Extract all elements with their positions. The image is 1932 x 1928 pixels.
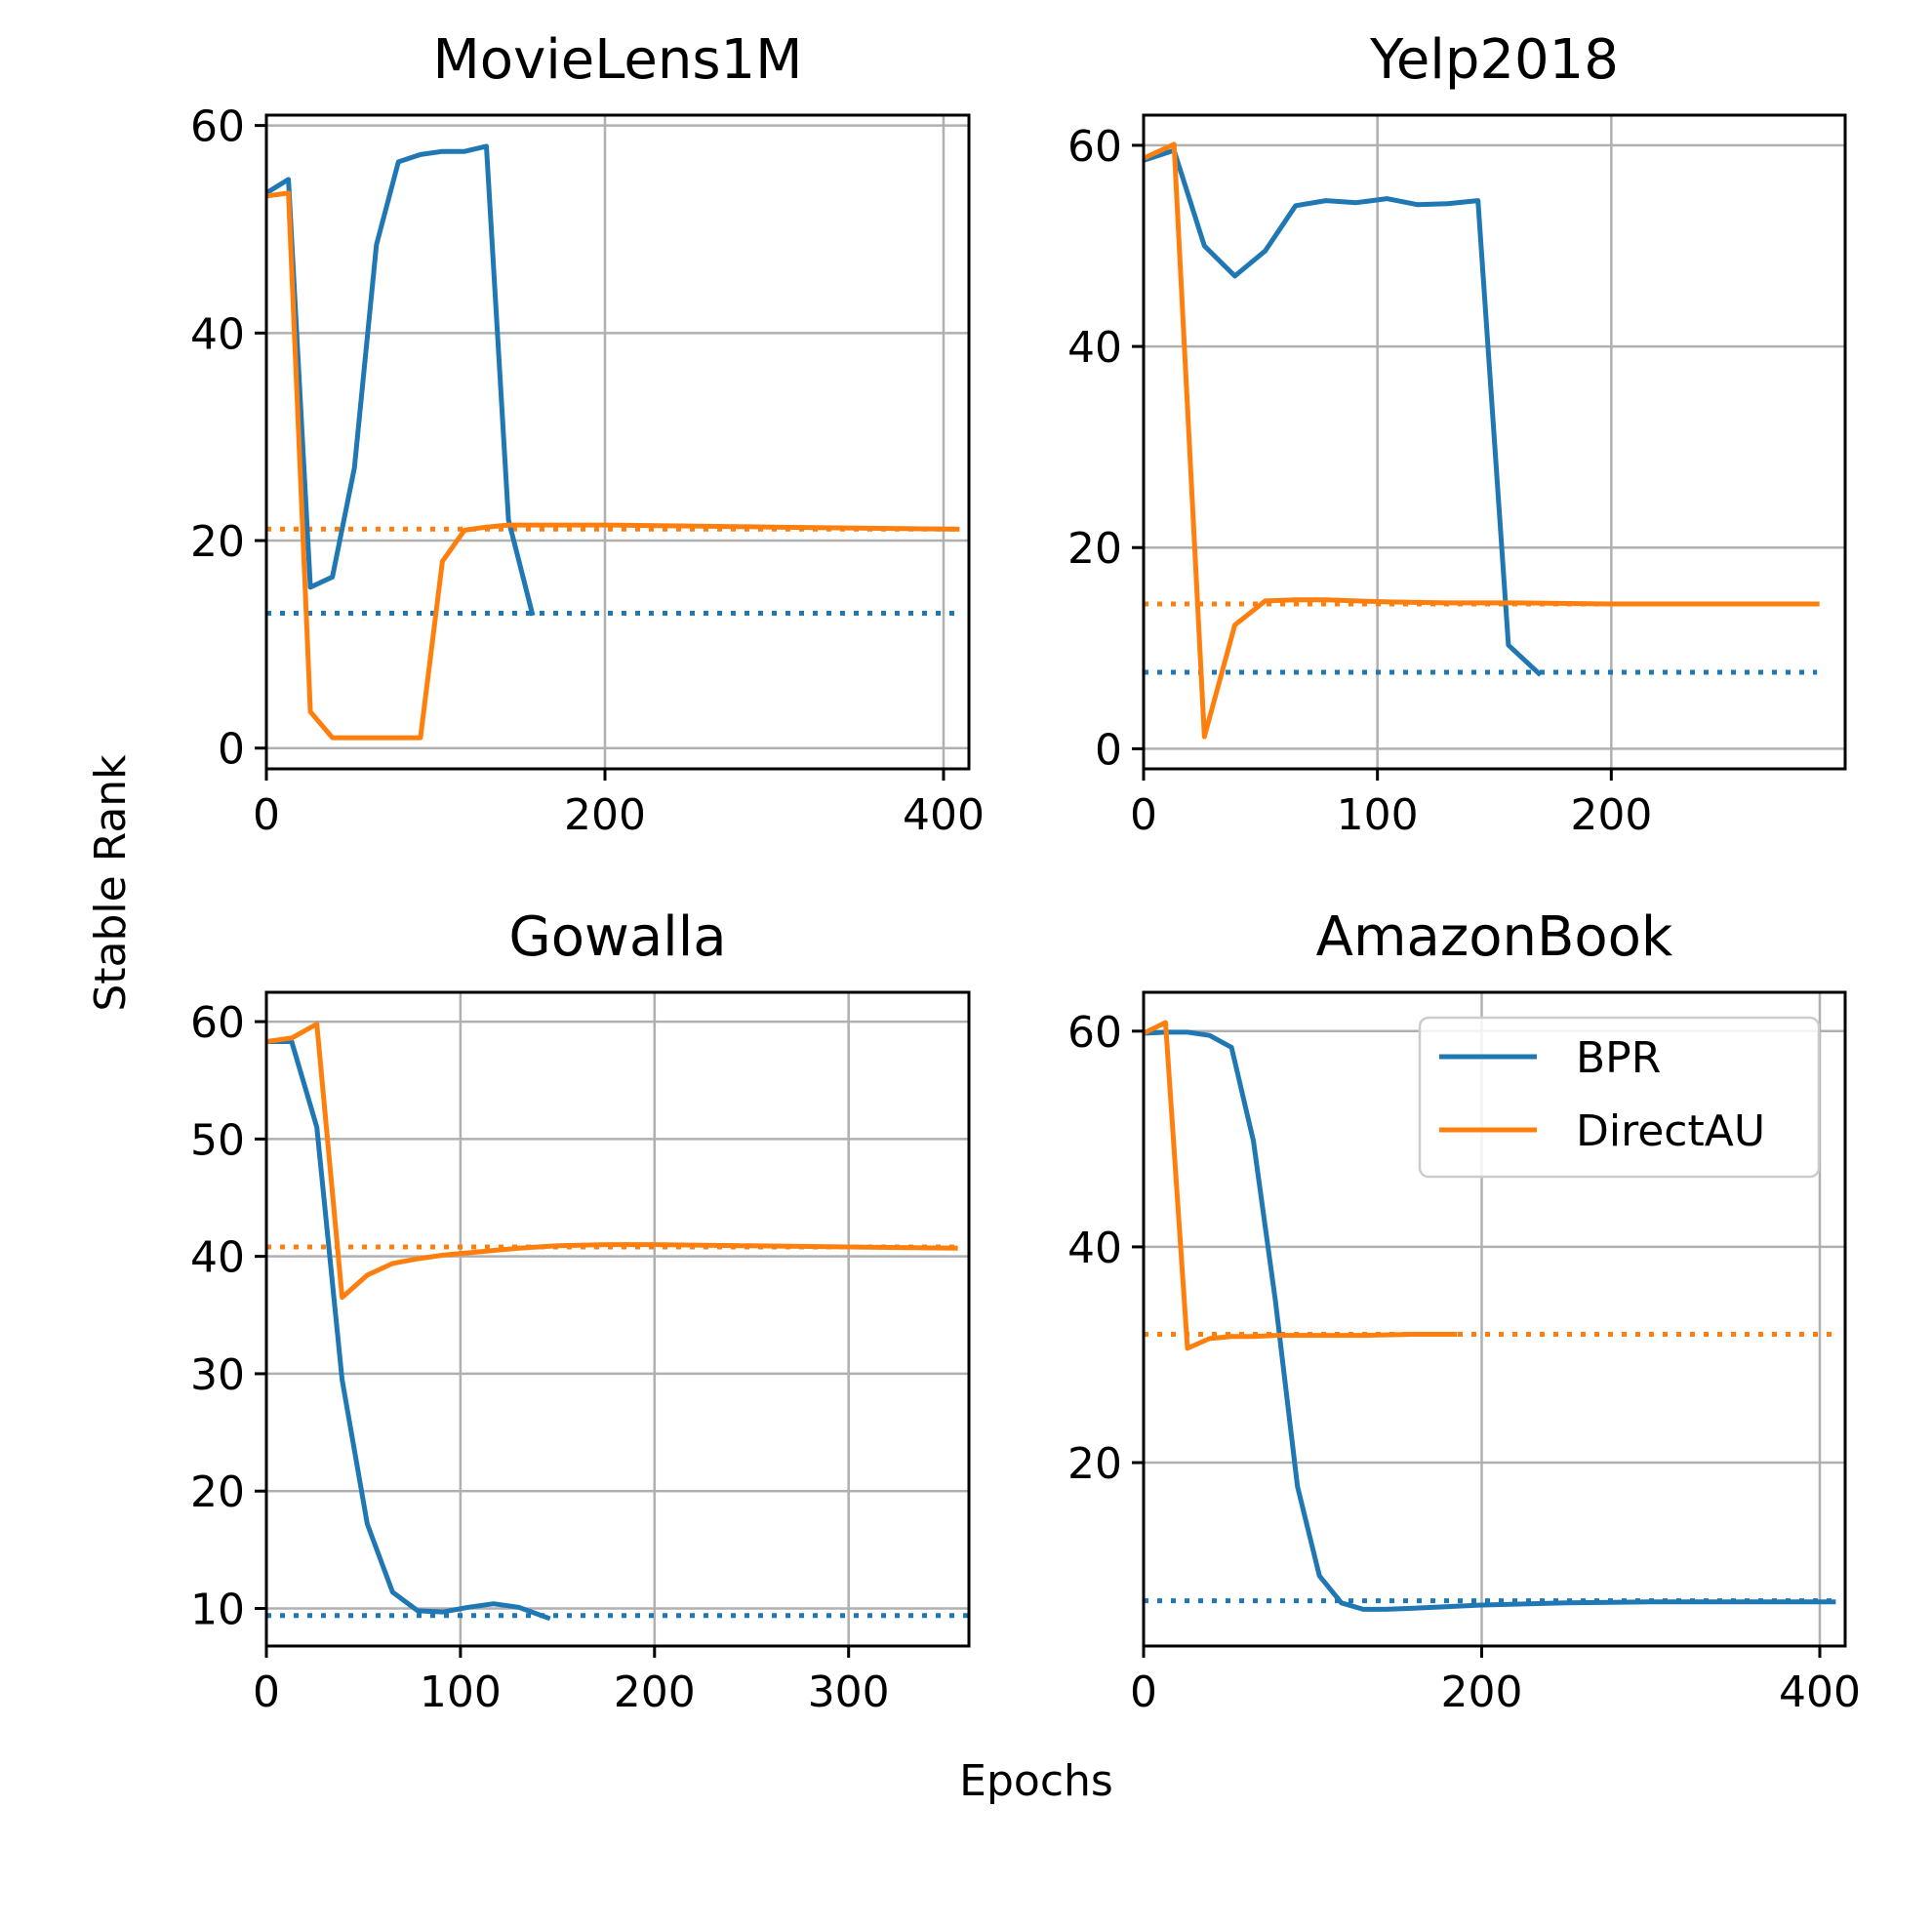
series-line-bpr [1144, 147, 1543, 677]
y-tick-label: 20 [190, 517, 245, 567]
legend: BPR DirectAU [1418, 1016, 1821, 1179]
series-line-directau [266, 190, 960, 741]
plot-area [1144, 141, 1820, 740]
y-tick-label: 20 [1067, 1439, 1122, 1489]
y-tick-label: 50 [190, 1115, 245, 1165]
x-tick-label: 200 [1441, 1667, 1523, 1717]
legend-label-directau: DirectAU [1576, 1106, 1765, 1156]
subplot-title: MovieLens1M [432, 28, 802, 92]
y-tick-label: 20 [190, 1467, 245, 1517]
plot-area [1144, 1020, 1836, 1612]
series-line-directau [266, 1022, 958, 1301]
plot-area [266, 1022, 969, 1622]
x-tick-label: 200 [1570, 790, 1652, 840]
x-tick-label: 100 [1337, 790, 1419, 840]
x-tick-label: 0 [1130, 790, 1157, 840]
subplot-title: AmazonBook [1316, 905, 1673, 969]
y-tick-label: 60 [1067, 122, 1122, 172]
subplot-title: Yelp2018 [1369, 28, 1619, 92]
x-tick-label: 0 [1130, 1667, 1157, 1717]
x-tick-label: 200 [614, 1667, 696, 1717]
y-tick-label: 10 [190, 1586, 245, 1635]
x-tick-label: 200 [564, 790, 646, 840]
y-tick-label: 20 [1067, 524, 1122, 574]
axes-frame [1142, 990, 1847, 1648]
plot-area [266, 143, 960, 741]
x-tick-label: 400 [903, 790, 985, 840]
x-tick-label: 100 [420, 1667, 502, 1717]
y-tick-label: 40 [1067, 323, 1122, 373]
y-tick-label: 40 [190, 1233, 245, 1283]
x-tick-label: 300 [808, 1667, 890, 1717]
legend-label-bpr: BPR [1576, 1033, 1661, 1083]
x-axis-label: Epochs [959, 1756, 1113, 1806]
series-line-bpr [1144, 1029, 1836, 1612]
series-line-directau [1144, 141, 1820, 740]
y-tick-label: 60 [190, 998, 245, 1048]
series-line-bpr [266, 1039, 551, 1622]
y-tick-label: 40 [190, 309, 245, 359]
series-line-directau [1144, 1020, 1458, 1351]
y-tick-label: 30 [190, 1350, 245, 1400]
y-tick-label: 60 [190, 102, 245, 152]
y-tick-label: 60 [1067, 1008, 1122, 1058]
y-axis-label: Stable Rank [86, 754, 136, 1012]
axes-frame [1142, 113, 1847, 771]
x-tick-label: 400 [1779, 1667, 1861, 1717]
axes-frame [264, 990, 971, 1648]
x-tick-label: 0 [253, 790, 280, 840]
subplot-2: Gowalla 0 100 200 300 10 20 30 40 50 60 [190, 905, 971, 1717]
series-line-bpr [266, 143, 536, 617]
y-tick-label: 0 [1095, 725, 1122, 775]
x-tick-label: 0 [253, 1667, 280, 1717]
subplot-0: MovieLens1M 0 200 400 0 20 40 60 [190, 28, 985, 840]
subplot-1: Yelp2018 0 100 200 0 20 40 60 [1067, 28, 1847, 840]
subplot-3: AmazonBook 0 200 400 20 40 60 [1067, 905, 1861, 1717]
subplot-title: Gowalla [508, 905, 726, 969]
y-tick-label: 0 [218, 725, 245, 775]
y-tick-label: 40 [1067, 1224, 1122, 1273]
axes-frame [264, 113, 971, 771]
